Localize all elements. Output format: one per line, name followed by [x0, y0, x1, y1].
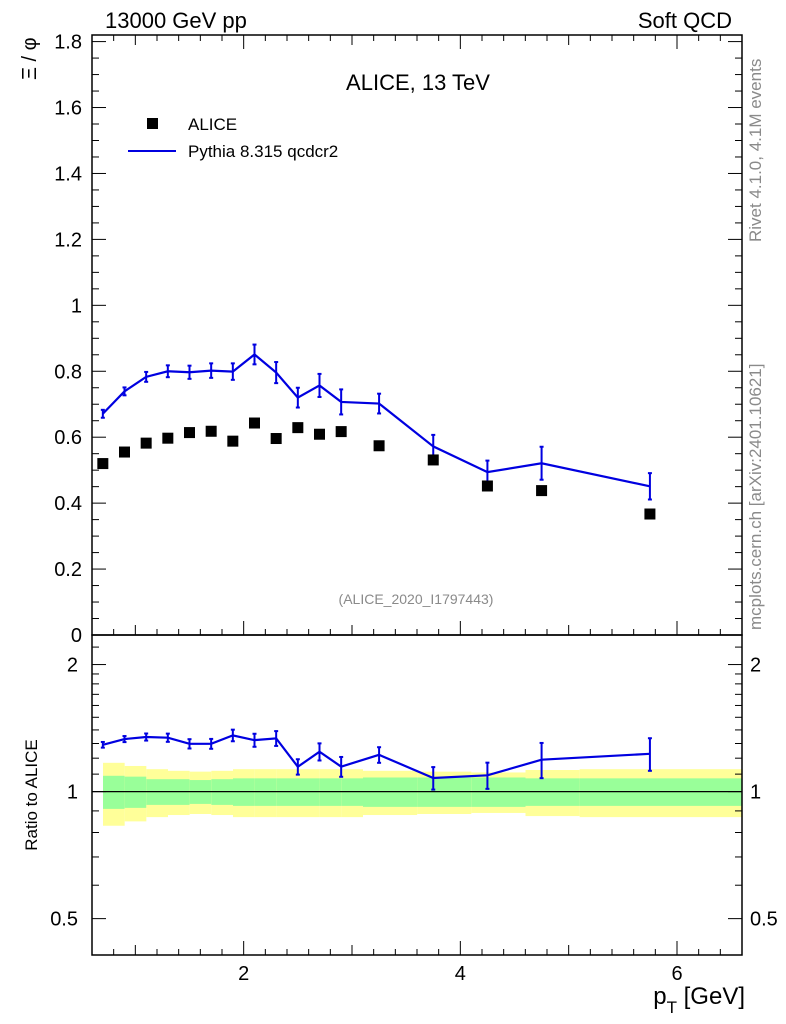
- y-axis-label: Ξ / φ: [19, 37, 41, 80]
- mcplots-label: mcplots.cern.ch [arXiv:2401.10621]: [746, 364, 765, 630]
- ratio-tick-label-right: 2: [750, 655, 761, 677]
- chart-title: ALICE, 13 TeV: [346, 70, 490, 95]
- mc-series: [100, 343, 652, 501]
- analysis-id: (ALICE_2020_I1797443): [339, 591, 494, 607]
- axis-ticks: [92, 35, 742, 955]
- mc-line: [102, 353, 651, 488]
- data-point: [644, 508, 656, 520]
- x-axis-label: pT [GeV]: [653, 983, 745, 1017]
- legend-mc-label: Pythia 8.315 qcdcr2: [188, 142, 338, 161]
- x-tick-label: 4: [455, 963, 466, 985]
- x-axis-label-main: p: [653, 983, 666, 1010]
- ratio-tick-label-left: 1: [67, 782, 78, 804]
- data-point: [140, 437, 152, 449]
- uncertainty-bands: [92, 762, 742, 826]
- data-point: [270, 433, 282, 445]
- tick-labels: 2 4 6 0 0.2 0.4 0.6 0.8 1 1.2 1.4 1.6 1.8 0.5 0.5 1 1 2 2: [50, 32, 778, 985]
- y-tick-label: 1.6: [54, 98, 82, 120]
- ratio-y-axis-label: Ratio to ALICE: [22, 739, 41, 851]
- data-point: [97, 458, 109, 470]
- data-point: [314, 428, 325, 440]
- data-point: [292, 422, 304, 434]
- x-axis-label-sub: T: [667, 998, 677, 1017]
- data-point: [373, 440, 385, 452]
- data-point: [205, 425, 217, 437]
- y-tick-label: 0.4: [54, 493, 82, 515]
- ratio-tick-label-left: 2: [67, 655, 78, 677]
- ratio-band-inner: [124, 776, 147, 808]
- category-label: Soft QCD: [638, 8, 732, 33]
- x-tick-label: 6: [671, 963, 682, 985]
- y-tick-label: 1: [71, 295, 82, 317]
- ratio-plot-frame: [91, 634, 743, 956]
- y-tick-label: 1.4: [54, 163, 82, 185]
- data-point: [427, 454, 439, 466]
- data-series: [97, 417, 656, 520]
- legend-data-marker: [147, 118, 158, 129]
- data-point: [227, 435, 239, 447]
- data-point: [119, 446, 130, 458]
- legend-data-label: ALICE: [188, 115, 237, 134]
- y-tick-label: 0.2: [54, 559, 82, 581]
- data-point: [249, 417, 260, 429]
- y-tick-label: 0.6: [54, 427, 82, 449]
- data-point: [481, 480, 493, 492]
- y-tick-label: 0.8: [54, 361, 82, 383]
- ratio-tick-label-right: 0.5: [750, 909, 778, 931]
- y-tick-label: 1.2: [54, 229, 82, 251]
- data-point: [162, 432, 174, 444]
- ratio-series: [100, 728, 652, 791]
- y-tick-label: 0: [71, 625, 82, 647]
- data-point: [184, 427, 195, 439]
- process-label: 13000 GeV pp: [105, 8, 247, 33]
- data-point: [536, 485, 548, 497]
- x-axis-label-unit: [GeV]: [677, 983, 745, 1010]
- rivet-version-label: Rivet 4.1.0, 4.1M events: [746, 59, 765, 242]
- ratio-band-inner: [103, 775, 125, 809]
- data-point: [335, 426, 347, 438]
- ratio-tick-label-right: 1: [750, 782, 761, 804]
- y-tick-label: 1.8: [54, 32, 82, 54]
- x-tick-label: 2: [238, 963, 249, 985]
- ratio-tick-label-left: 0.5: [50, 909, 78, 931]
